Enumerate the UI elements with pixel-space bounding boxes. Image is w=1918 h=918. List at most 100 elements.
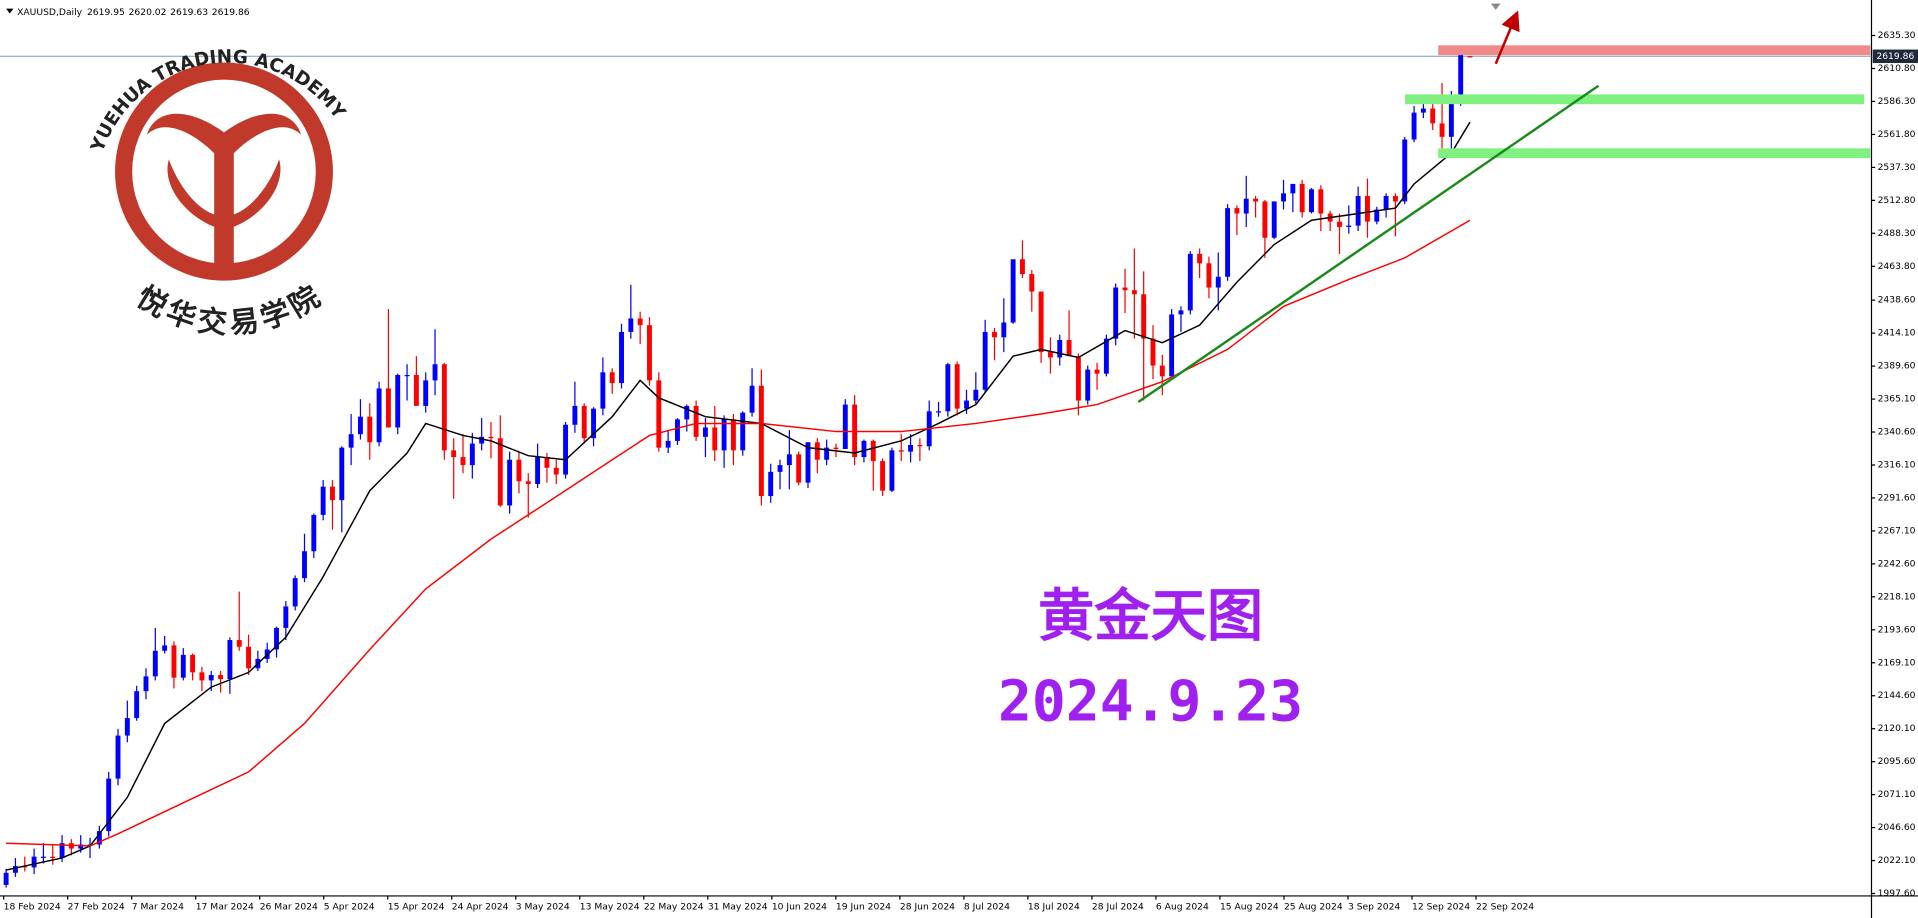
candle-body — [1299, 183, 1305, 213]
candle-body — [395, 374, 401, 428]
candle-body — [1262, 201, 1268, 238]
candle-body — [348, 434, 354, 448]
candle-body — [180, 654, 186, 678]
candle-body — [544, 457, 550, 468]
candle-body — [1346, 225, 1352, 227]
candle-body — [898, 450, 904, 452]
x-tick-label: 31 May 2024 — [708, 901, 768, 912]
candle-body — [917, 444, 923, 447]
x-tick-label: 13 May 2024 — [580, 901, 640, 912]
candle-body — [199, 672, 205, 681]
candle-body — [1458, 53, 1464, 101]
candle-body — [842, 404, 848, 449]
y-tick-label: 2414.10 — [1878, 328, 1916, 339]
candle-body — [814, 442, 820, 460]
candle-body — [1374, 209, 1380, 222]
candle-body — [3, 872, 9, 885]
candle-body — [1271, 201, 1277, 238]
candle-body — [31, 856, 37, 868]
candle-body — [12, 866, 18, 873]
candle-body — [171, 645, 177, 678]
logo-ring — [115, 62, 333, 281]
x-tick-label: 18 Jul 2024 — [1028, 901, 1080, 912]
candle-body — [357, 416, 363, 435]
candle-body — [274, 627, 279, 650]
y-tick-label: 2095.60 — [1878, 756, 1916, 767]
resistance-zone — [1438, 45, 1871, 56]
candle-body — [786, 454, 792, 466]
price-label: 2619.86 — [1876, 51, 1914, 62]
y-tick-label: 2071.10 — [1878, 789, 1916, 800]
candle-body — [469, 443, 475, 466]
candle-body — [889, 450, 895, 491]
candle-body — [702, 427, 708, 437]
low: 2619.63 — [170, 7, 208, 18]
y-tick-label: 2267.10 — [1878, 525, 1916, 536]
y-tick-label: 2635.30 — [1878, 30, 1916, 41]
candle-body — [1467, 56, 1473, 58]
candle-body — [1355, 196, 1361, 226]
candle-body — [880, 461, 886, 491]
candle-body — [1150, 338, 1156, 366]
arrow — [1494, 10, 1520, 65]
candle-body — [936, 411, 941, 413]
candle-body — [861, 440, 867, 458]
candle-body — [591, 408, 596, 439]
y-tick-label: 2046.60 — [1878, 822, 1916, 833]
y-tick-label: 2218.10 — [1878, 591, 1916, 602]
candle-body — [1038, 291, 1044, 353]
candle-body — [479, 436, 485, 444]
candle-body — [1411, 112, 1417, 140]
candle-body — [796, 454, 802, 483]
candle-body — [1169, 314, 1175, 377]
candle-body — [227, 640, 233, 680]
y-tick-label: 2488.30 — [1878, 228, 1916, 239]
candle-body — [1215, 276, 1221, 288]
candle-body — [712, 427, 718, 451]
candle-body — [675, 419, 680, 441]
symbol: XAUUSD,Daily — [17, 7, 83, 18]
x-tick-label: 17 Mar 2024 — [196, 901, 254, 912]
support-zone — [1438, 148, 1871, 159]
candle-body — [507, 459, 513, 506]
date-text: 2024.9.23 — [998, 670, 1303, 735]
candle-body — [1187, 253, 1193, 311]
x-tick-label: 27 Feb 2024 — [68, 901, 125, 912]
candle-body — [768, 471, 774, 497]
candle-body — [992, 331, 997, 338]
x-tick-label: 25 Aug 2024 — [1284, 901, 1343, 912]
candle-body — [1448, 100, 1454, 137]
x-tick-label: 6 Aug 2024 — [1156, 901, 1209, 912]
candle-body — [1290, 183, 1296, 194]
x-tick-label: 7 Mar 2024 — [132, 901, 184, 912]
y-tick-label: 2169.10 — [1878, 657, 1916, 668]
x-tick-label: 26 Mar 2024 — [260, 901, 318, 912]
candle-body — [1318, 189, 1324, 214]
candle-body — [600, 372, 606, 409]
y-tick-label: 2463.80 — [1878, 261, 1916, 272]
candle-body — [730, 419, 736, 451]
candle-body — [954, 364, 960, 409]
candle-body — [1178, 310, 1184, 315]
candle-body — [516, 459, 522, 482]
candle-body — [824, 447, 830, 460]
candle-body — [1085, 369, 1091, 401]
candle-body — [665, 440, 671, 448]
x-tick-label: 22 May 2024 — [644, 901, 704, 912]
candle-body — [535, 457, 541, 484]
candle-body — [96, 831, 102, 845]
candle-body — [982, 331, 988, 390]
header-icon — [6, 8, 14, 14]
candle-body — [404, 374, 410, 377]
candle-body — [152, 650, 158, 677]
y-tick-label: 2586.30 — [1878, 96, 1916, 107]
x-tick-label: 19 Jun 2024 — [836, 901, 891, 912]
candle-body — [647, 325, 652, 381]
candle-body — [236, 640, 242, 647]
y-tick-label: 2193.60 — [1878, 624, 1916, 635]
candle-body — [1402, 139, 1408, 202]
candle-body — [693, 405, 699, 437]
x-tick-label: 28 Jun 2024 — [900, 901, 955, 912]
